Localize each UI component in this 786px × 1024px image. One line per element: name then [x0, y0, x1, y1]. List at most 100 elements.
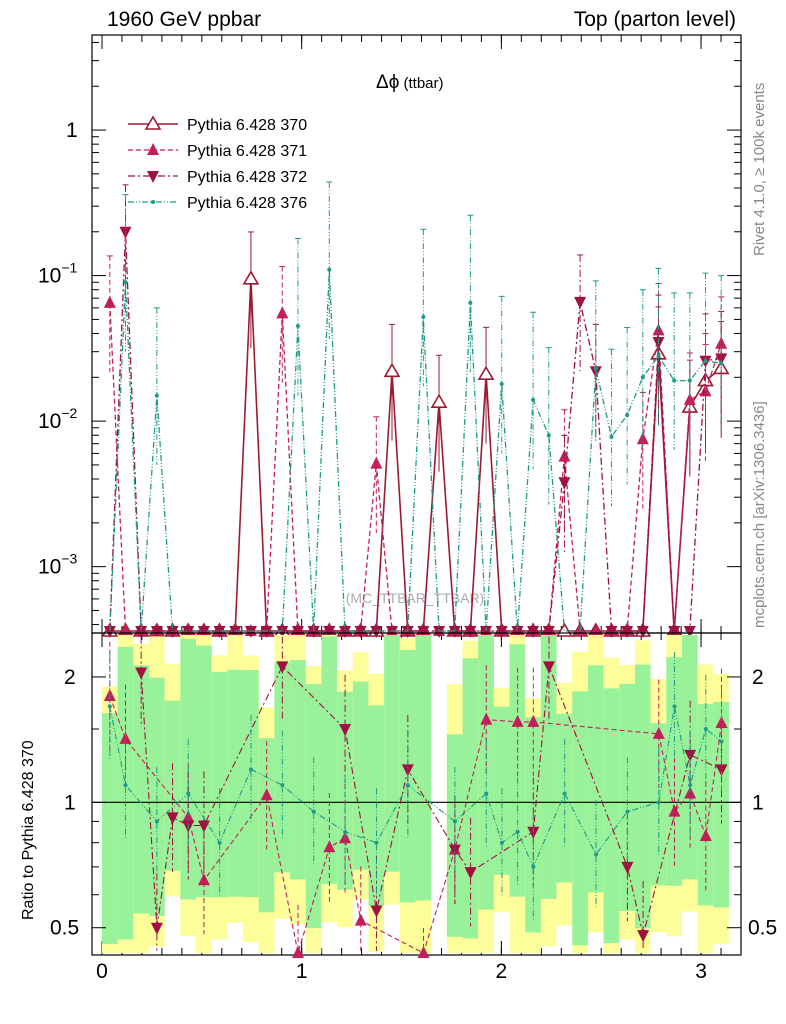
ratio-point — [668, 804, 681, 817]
green-band — [603, 688, 620, 944]
data-point — [468, 300, 473, 305]
ratio-point — [703, 726, 708, 731]
x-tick-label: 1 — [296, 960, 308, 983]
data-point — [182, 626, 195, 638]
ratio-point — [594, 852, 599, 857]
ratio-point — [652, 726, 665, 739]
data-point — [683, 626, 696, 638]
data-point — [295, 324, 300, 329]
ratio-point — [417, 946, 430, 958]
green-band — [305, 684, 322, 928]
data-point — [542, 626, 555, 638]
data-point — [527, 626, 540, 638]
ratio-point — [656, 800, 661, 805]
data-point — [166, 626, 179, 638]
series-3 — [109, 181, 725, 632]
ratio-point — [499, 840, 504, 845]
data-point — [260, 626, 273, 638]
data-point — [609, 434, 614, 439]
green-band — [619, 683, 635, 912]
data-point — [687, 378, 692, 383]
ratio-y-label: 1 — [64, 791, 76, 814]
ratio-point — [217, 840, 222, 845]
data-point — [242, 270, 260, 285]
legend-marker — [147, 171, 159, 183]
x-tick-label: 3 — [695, 960, 707, 983]
ratio-point — [323, 840, 336, 853]
data-point — [370, 456, 383, 469]
ratio-point — [515, 829, 520, 834]
data-point — [589, 366, 602, 379]
ratio-point — [135, 667, 148, 680]
data-point — [605, 626, 618, 638]
data-point — [621, 626, 634, 638]
data-point — [558, 477, 571, 490]
legend-label: Pythia 6.428 376 — [187, 195, 307, 212]
green-band — [697, 703, 714, 906]
ratio-plot: 0 1 2 3 0.5 0.5 1 1 2 2 — [50, 632, 777, 983]
energy-label: 1960 GeV ppbar — [107, 8, 262, 31]
green-band — [634, 664, 651, 929]
legend-marker — [144, 115, 162, 130]
ratio-point — [292, 946, 305, 958]
green-band — [540, 635, 557, 899]
ratio-point — [452, 819, 457, 824]
x-tick-label: 2 — [496, 960, 508, 983]
data-point — [401, 626, 414, 638]
ratio-point — [480, 712, 493, 725]
green-band — [290, 660, 306, 880]
data-point — [354, 626, 367, 638]
data-point — [291, 626, 304, 638]
data-point — [197, 626, 210, 638]
ratio-point — [637, 930, 650, 943]
ratio-point — [484, 791, 489, 796]
ratio-frame — [91, 632, 742, 956]
legend-label: Pythia 6.428 371 — [187, 143, 307, 160]
data-point — [430, 393, 448, 408]
ratio-point — [527, 714, 540, 727]
data-point — [421, 314, 426, 319]
legend-marker — [147, 143, 159, 155]
series-line — [109, 231, 722, 632]
data-point — [464, 626, 477, 638]
ratio-point — [166, 812, 179, 825]
data-point — [370, 626, 383, 638]
ratio-point — [154, 819, 159, 824]
process-label: Top (parton level) — [573, 8, 736, 31]
data-point — [511, 626, 524, 638]
ratio-point — [370, 905, 383, 918]
green-band — [713, 702, 730, 908]
ratio-point — [719, 739, 724, 744]
ratio-point — [186, 791, 191, 796]
ratio-point — [197, 820, 210, 833]
data-point — [154, 393, 159, 398]
ratio-point — [672, 704, 677, 709]
legend-marker — [151, 200, 155, 204]
data-point — [574, 296, 587, 309]
y-tick-label: 10−2 — [38, 405, 78, 433]
green-band — [321, 636, 338, 884]
green-band — [509, 644, 526, 897]
ratio-point — [107, 704, 112, 709]
data-point — [719, 361, 724, 366]
ratio-y-label: 2 — [64, 666, 76, 689]
y-tick-label: 10−1 — [38, 260, 78, 288]
data-point — [448, 626, 461, 638]
data-point — [150, 626, 163, 638]
ratio-point — [562, 791, 567, 796]
legend-label: Pythia 6.428 372 — [187, 169, 307, 186]
ratio-point — [405, 783, 410, 788]
ratio-point — [542, 661, 555, 674]
data-point — [417, 626, 430, 638]
ratio-point — [150, 922, 163, 935]
data-point — [103, 295, 116, 308]
data-point — [640, 375, 645, 380]
watermark: (MC_TTBAR_TTBAR) — [346, 590, 484, 606]
legend: Pythia 6.428 370 Pythia 6.428 371 Pythia 6… — [128, 115, 307, 212]
green-band — [164, 700, 181, 871]
data-point — [480, 626, 493, 638]
data-point — [668, 626, 681, 638]
series-2 — [103, 184, 728, 638]
ratio-line — [109, 706, 722, 869]
